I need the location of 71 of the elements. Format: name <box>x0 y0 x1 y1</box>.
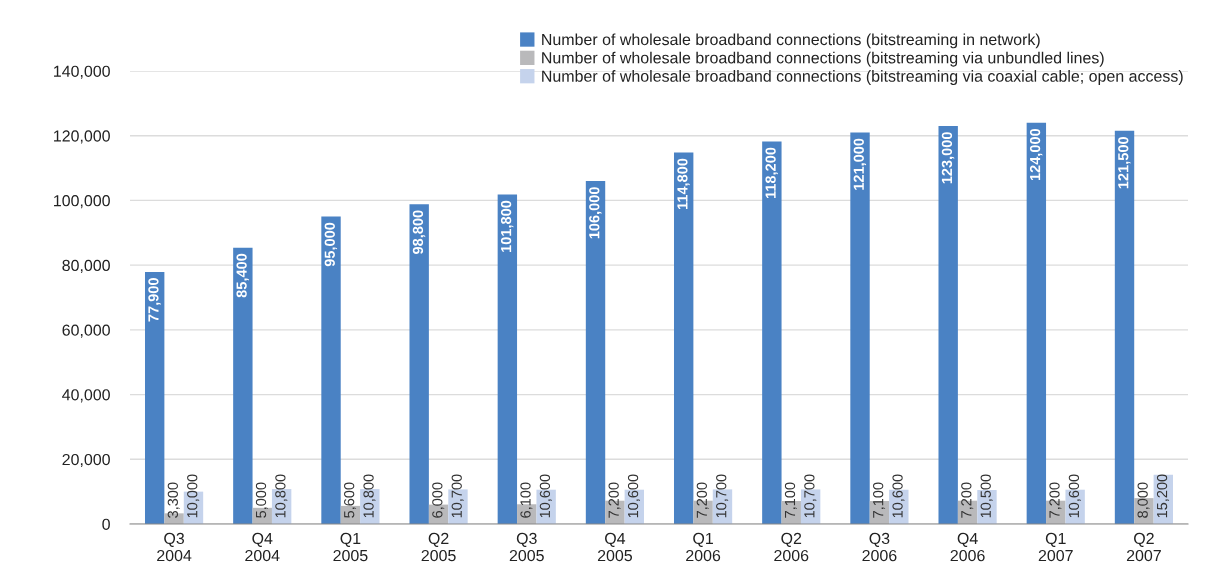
bar <box>497 194 518 524</box>
y-tick-label: 120,000 <box>54 130 110 144</box>
legend-label: Number of wholesale broadband connections (bitstreaming in network) <box>542 33 1040 49</box>
data-label: 10,700 <box>804 474 817 518</box>
data-label: 6,000 <box>432 482 445 518</box>
y-tick-label: 20,000 <box>62 453 110 468</box>
bar <box>144 271 165 524</box>
bar <box>321 216 341 524</box>
data-label: 121,500 <box>1118 137 1131 189</box>
data-label: 10,800 <box>363 474 376 518</box>
data-label: 118,200 <box>765 147 778 199</box>
data-label: 7,100 <box>784 482 797 518</box>
data-label: 10,600 <box>539 474 552 518</box>
x-tick-label: Q1 2006 <box>686 532 721 562</box>
data-label: 8,000 <box>1137 482 1150 518</box>
data-label: 10,000 <box>187 474 200 518</box>
x-tick-label: Q3 2006 <box>862 532 897 562</box>
bar <box>585 181 606 524</box>
data-label: 10,600 <box>892 474 905 518</box>
x-tick-label: Q4 2004 <box>245 532 280 562</box>
data-label: 7,200 <box>961 482 974 518</box>
y-tick-label: 100,000 <box>54 195 110 209</box>
data-label: 10,600 <box>1068 474 1081 518</box>
data-label: 77,900 <box>148 278 161 322</box>
data-label: 114,800 <box>677 158 690 210</box>
data-label: 98,800 <box>412 210 426 254</box>
bar <box>233 247 253 524</box>
bar <box>762 141 782 524</box>
data-label: 10,800 <box>275 474 288 518</box>
legend-label: Number of wholesale broadband connections (bitstreaming via unbundled lines) <box>542 51 1104 67</box>
data-label: 3,300 <box>167 482 180 518</box>
data-label: 7,200 <box>608 482 621 518</box>
x-tick-label: Q1 2007 <box>1038 532 1073 562</box>
x-tick-label: Q3 2004 <box>157 532 192 562</box>
x-tick-label: Q2 2006 <box>774 532 809 562</box>
data-label: 7,200 <box>1049 482 1062 518</box>
data-label: 5,600 <box>344 482 357 518</box>
bar <box>1026 122 1047 524</box>
x-tick-label: Q4 2005 <box>597 532 633 562</box>
x-tick-label: Q4 2006 <box>950 532 985 562</box>
y-tick-label: 40,000 <box>62 389 110 403</box>
data-label: 85,400 <box>236 253 249 298</box>
x-tick-label: Q3 2005 <box>509 532 544 562</box>
data-label: 10,500 <box>980 474 993 518</box>
data-label: 10,600 <box>627 474 640 518</box>
data-label: 101,800 <box>500 200 514 252</box>
data-label: 6,100 <box>520 482 533 518</box>
data-label: 124,000 <box>1029 128 1043 181</box>
bar <box>409 204 429 524</box>
x-tick-label: Q1 2005 <box>333 532 368 562</box>
x-tick-label: Q2 2005 <box>421 532 456 562</box>
y-tick-label: 0 <box>102 518 110 530</box>
data-label: 10,700 <box>716 474 729 518</box>
data-label: 5,000 <box>255 482 268 518</box>
bar <box>850 132 870 524</box>
bar <box>673 152 694 524</box>
data-label: 106,000 <box>589 187 602 239</box>
bar <box>938 126 958 524</box>
data-label: 10,700 <box>451 474 464 518</box>
data-label: 7,200 <box>696 482 709 518</box>
data-label: 123,000 <box>941 132 955 184</box>
data-label: 7,100 <box>873 482 886 518</box>
y-tick-label: 80,000 <box>62 259 110 273</box>
y-tick-label: 140,000 <box>54 65 110 79</box>
data-label: 15,200 <box>1156 474 1169 518</box>
data-label: 121,000 <box>853 138 867 190</box>
y-tick-label: 60,000 <box>62 324 110 338</box>
x-tick-label: Q2 2007 <box>1126 532 1161 562</box>
data-label: 95,000 <box>324 222 338 267</box>
legend-label: Number of wholesale broadband connections (bitstreaming via coaxial cable; open access) <box>542 70 1183 85</box>
bar <box>1114 130 1135 524</box>
